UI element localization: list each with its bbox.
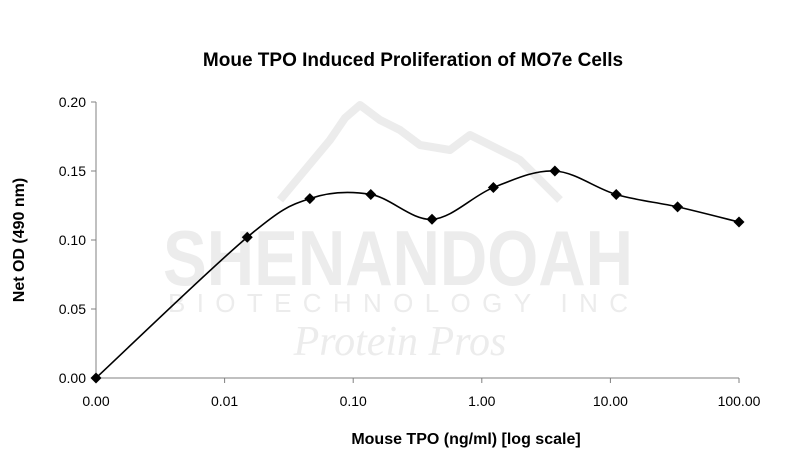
data-point-marker — [610, 188, 622, 200]
y-tick-label: 0.00 — [59, 370, 86, 386]
y-tick-label: 0.20 — [59, 94, 86, 110]
y-tick-label: 0.10 — [59, 232, 86, 248]
chart-title: Moue TPO Induced Proliferation of MO7e C… — [203, 50, 623, 71]
x-tick-label: 0.10 — [340, 393, 367, 409]
data-point-marker — [733, 216, 745, 228]
data-point-marker — [241, 231, 253, 243]
data-point-marker — [304, 193, 316, 205]
y-tick-label: 0.15 — [59, 163, 86, 179]
data-point-marker — [487, 182, 499, 194]
data-point-marker — [672, 201, 684, 213]
x-tick-label: 1.00 — [468, 393, 495, 409]
x-ticks: 0.00 0.01 0.10 1.00 10.00 100.00 — [82, 378, 761, 409]
x-tick-label: 0.00 — [82, 393, 109, 409]
watermark: SHENANDOAH BIOTECHNOLOGY INC Protein Pro… — [163, 101, 633, 365]
x-tick-label: 100.00 — [718, 393, 761, 409]
data-point-marker — [90, 372, 102, 384]
watermark-line3: Protein Pros — [293, 319, 507, 365]
watermark-line1: SHENANDOAH — [163, 214, 633, 302]
data-point-marker — [549, 165, 561, 177]
data-point-marker — [426, 213, 438, 225]
x-tick-label: 10.00 — [593, 393, 628, 409]
x-tick-label: 0.01 — [211, 393, 238, 409]
series-markers — [90, 165, 745, 384]
watermark-mountain-icon — [276, 101, 563, 203]
x-axis-label: Mouse TPO (ng/ml) [log scale] — [351, 431, 580, 448]
data-point-marker — [365, 188, 377, 200]
y-axis-label: Net OD (490 nm) — [11, 178, 28, 302]
y-ticks: 0.00 0.05 0.10 0.15 0.20 — [59, 94, 96, 386]
y-tick-label: 0.05 — [59, 301, 86, 317]
